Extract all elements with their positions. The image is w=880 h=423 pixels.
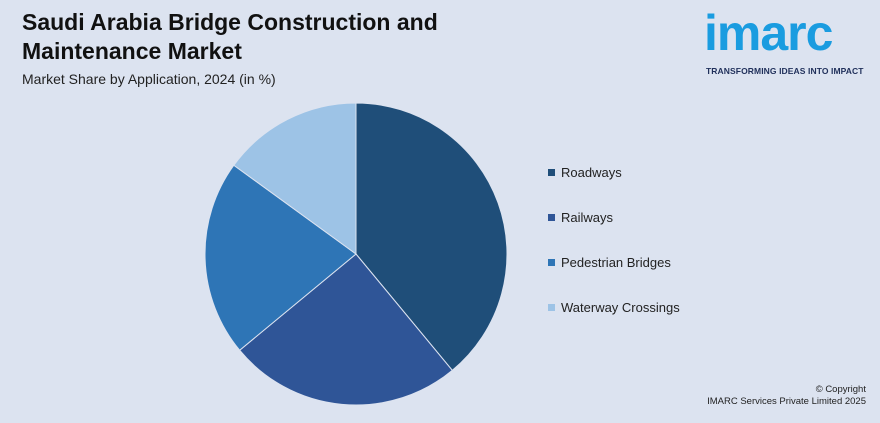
legend-item-pedestrian-bridges: Pedestrian Bridges [548,253,680,271]
pie-slice-pedestrian-bridges [204,164,357,351]
legend-label: Railways [561,209,614,225]
pie-slice-roadways [355,102,508,372]
pie-slice-waterway-crossings [233,102,357,255]
logo-wordmark: imarc [704,5,833,61]
chart-title: Saudi Arabia Bridge Construction and Mai… [22,9,438,64]
legend-label: Pedestrian Bridges [561,254,671,270]
pie-slice-railways [238,253,453,406]
copyright-line: © Copyright [815,384,866,395]
legend-swatch [548,303,555,311]
legend-label: Roadways [561,164,622,180]
legend-swatch [548,168,555,176]
chart-subtitle: Market Share by Application, 2024 (in %) [22,71,276,87]
legend-item-railways: Railways [548,208,680,226]
company-line: IMARC Services Private Limited 2025 [707,396,866,407]
logo-tagline: TRANSFORMING IDEAS INTO IMPACT [706,66,864,76]
legend-label: Waterway Crossings [561,299,680,315]
chart-legend: Roadways Railways Pedestrian Bridges Wat… [548,163,680,343]
legend-swatch [548,213,555,221]
legend-swatch [548,258,555,266]
copyright-footer: © Copyright IMARC Services Private Limit… [707,384,866,408]
legend-item-waterway-crossings: Waterway Crossings [548,298,680,316]
imarc-logo: imarc TRANSFORMING IDEAS INTO IMPACT [704,6,874,80]
legend-item-roadways: Roadways [548,163,680,181]
pie-chart [204,102,508,406]
